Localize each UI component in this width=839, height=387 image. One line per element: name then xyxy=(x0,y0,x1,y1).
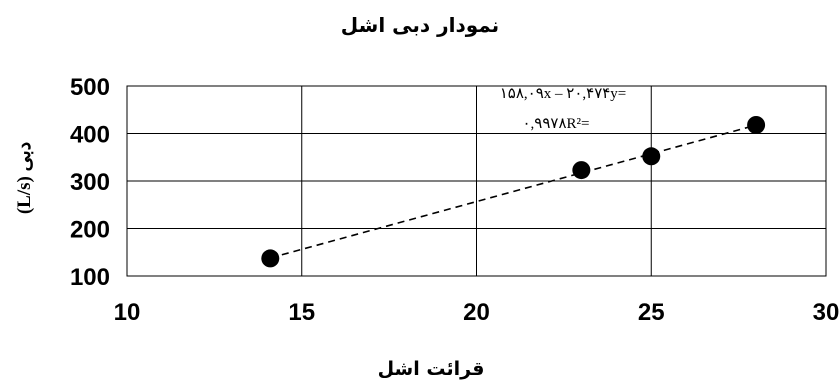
trendline-equation: ۱۵۸,۰۹x – ۲۰,۴۷۴y= xyxy=(500,86,627,102)
x-tick-label: 15 xyxy=(288,299,315,326)
x-axis-label: قرائت اشل xyxy=(378,358,485,380)
data-point xyxy=(747,115,766,134)
axis-ticks: 10 15 20 25 30 100 200 300 400 500 xyxy=(70,74,839,326)
y-axis-label: دبی (L/s) xyxy=(14,142,35,214)
trendline-r-squared: ۰,۹۹۷۸R²= xyxy=(523,116,590,132)
y-tick-label: 100 xyxy=(70,264,110,291)
plot-area: ۱۵۸,۰۹x – ۲۰,۴۷۴y= ۰,۹۹۷۸R²= xyxy=(126,85,827,277)
y-tick-label: 200 xyxy=(70,217,110,244)
data-point xyxy=(572,161,591,180)
y-tick-label: 400 xyxy=(70,122,110,149)
x-tick-label: 10 xyxy=(114,299,141,326)
data-point xyxy=(642,147,661,166)
y-tick-label: 500 xyxy=(70,74,110,101)
data-point xyxy=(261,249,280,268)
chart-title: نمودار دبی اشل xyxy=(341,13,499,37)
x-tick-label: 30 xyxy=(813,299,839,326)
y-tick-label: 300 xyxy=(70,169,110,196)
x-tick-label: 25 xyxy=(638,299,665,326)
x-tick-label: 20 xyxy=(463,299,490,326)
